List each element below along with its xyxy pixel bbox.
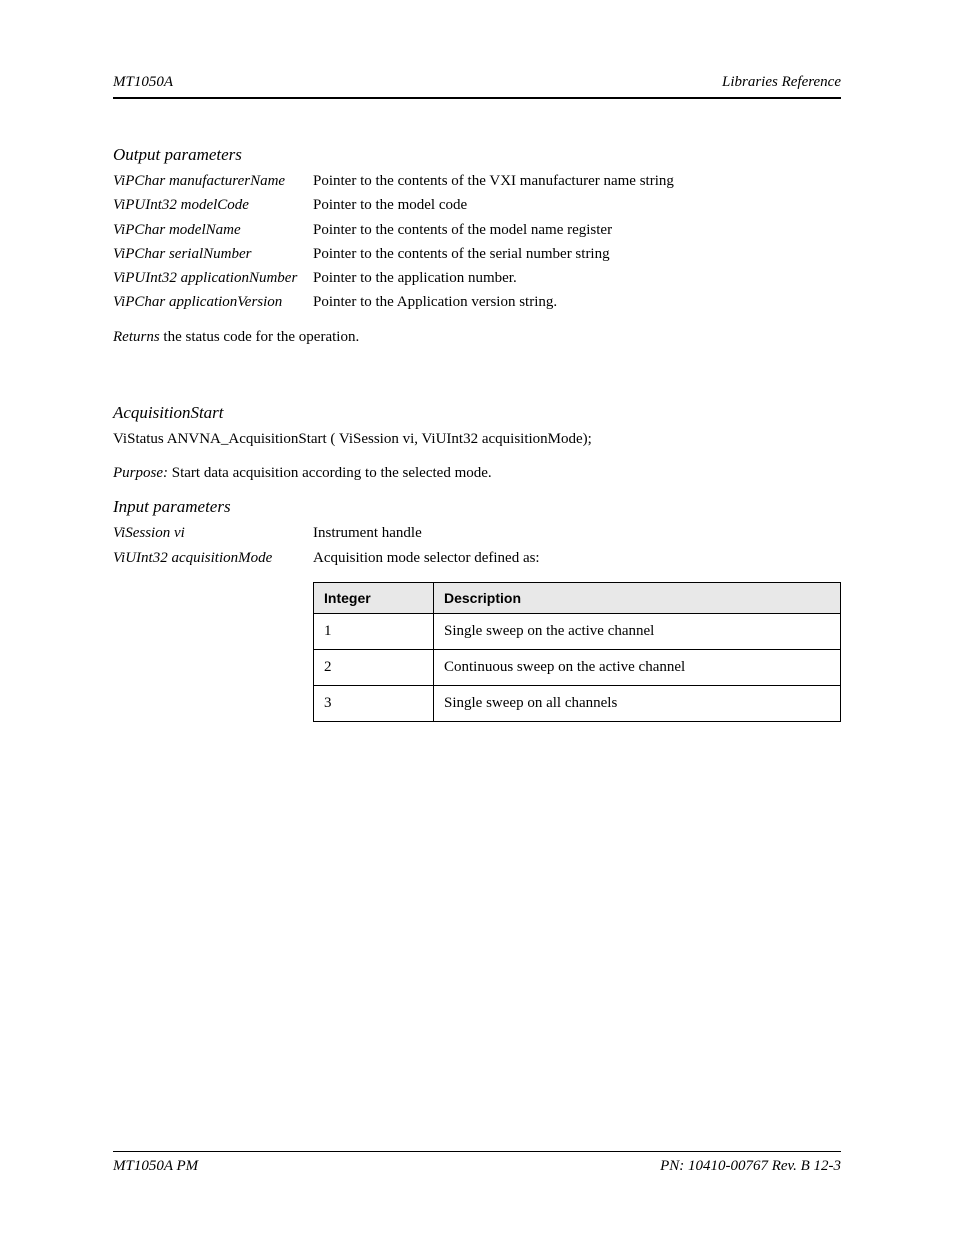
table-cell: 2	[314, 649, 434, 685]
page-footer: MT1050A PM PN: 10410-00767 Rev. B 12-3	[113, 1151, 841, 1175]
param-def: Pointer to the model code	[313, 195, 841, 215]
table-header-row: Integer Description	[314, 582, 841, 613]
purpose-text: Start data acquisition according to the …	[172, 465, 492, 481]
header-rule	[113, 97, 841, 99]
page-header: MT1050A Libraries Reference	[113, 74, 841, 91]
param-def: Pointer to the contents of the VXI manuf…	[313, 171, 841, 191]
param-def: Pointer to the contents of the serial nu…	[313, 244, 841, 264]
param-def: Pointer to the application number.	[313, 268, 841, 288]
param-def: Pointer to the Application version strin…	[313, 292, 841, 312]
input-parameters-label: Input parameters	[113, 497, 841, 517]
footer-rule	[113, 1151, 841, 1152]
table-cell: Continuous sweep on the active channel	[434, 649, 841, 685]
param-def: Pointer to the contents of the model nam…	[313, 220, 841, 240]
param-name: ViPChar manufacturerName	[113, 171, 313, 191]
acquisition-mode-table-wrap: Integer Description 1 Single sweep on th…	[313, 582, 841, 722]
section-spacer	[113, 367, 841, 403]
param-row: ViUInt32 acquisitionMode Acquisition mod…	[113, 548, 841, 568]
table-cell: 1	[314, 613, 434, 649]
param-row: ViSession vi Instrument handle	[113, 523, 841, 543]
param-name: ViPUInt32 modelCode	[113, 195, 313, 215]
footer-right: PN: 10410-00767 Rev. B 12-3	[660, 1158, 841, 1175]
table-cell: Single sweep on all channels	[434, 685, 841, 721]
param-row: ViPUInt32 modelCode Pointer to the model…	[113, 195, 841, 215]
table-cell: Single sweep on the active channel	[434, 613, 841, 649]
prototype-text: ViStatus ANVNA_AcquisitionStart ( ViSess…	[113, 429, 841, 449]
acquisition-mode-table: Integer Description 1 Single sweep on th…	[313, 582, 841, 722]
table-cell: 3	[314, 685, 434, 721]
param-row: ViPChar manufacturerName Pointer to the …	[113, 171, 841, 191]
acquisition-start-title: AcquisitionStart	[113, 403, 841, 423]
purpose-line: Purpose: Start data acquisition accordin…	[113, 463, 841, 483]
param-name: ViSession vi	[113, 523, 313, 543]
returns-text: the status code for the operation.	[163, 329, 359, 345]
param-row: ViPChar applicationVersion Pointer to th…	[113, 292, 841, 312]
param-def: Instrument handle	[313, 523, 841, 543]
header-left: MT1050A	[113, 74, 173, 91]
returns-line-1: Returns the status code for the operatio…	[113, 327, 841, 347]
param-row: ViPChar modelName Pointer to the content…	[113, 220, 841, 240]
output-parameters-label: Output parameters	[113, 145, 841, 165]
param-def: Acquisition mode selector defined as:	[313, 548, 841, 568]
param-name: ViPUInt32 applicationNumber	[113, 268, 313, 288]
output-parameters-list: ViPChar manufacturerName Pointer to the …	[113, 171, 841, 313]
table-header-description: Description	[434, 582, 841, 613]
param-row: ViPUInt32 applicationNumber Pointer to t…	[113, 268, 841, 288]
param-name: ViUInt32 acquisitionMode	[113, 548, 313, 568]
page-container: MT1050A Libraries Reference Output param…	[0, 0, 954, 1235]
param-name: ViPChar serialNumber	[113, 244, 313, 264]
table-row: 2 Continuous sweep on the active channel	[314, 649, 841, 685]
table-row: 1 Single sweep on the active channel	[314, 613, 841, 649]
footer-row: MT1050A PM PN: 10410-00767 Rev. B 12-3	[113, 1158, 841, 1175]
param-name: ViPChar applicationVersion	[113, 292, 313, 312]
param-name: ViPChar modelName	[113, 220, 313, 240]
header-right: Libraries Reference	[722, 74, 841, 91]
returns-label: Returns	[113, 329, 163, 345]
table-header-integer: Integer	[314, 582, 434, 613]
table-row: 3 Single sweep on all channels	[314, 685, 841, 721]
footer-left: MT1050A PM	[113, 1158, 198, 1175]
param-row: ViPChar serialNumber Pointer to the cont…	[113, 244, 841, 264]
purpose-label: Purpose:	[113, 465, 172, 481]
input-parameters-list: ViSession vi Instrument handle ViUInt32 …	[113, 523, 841, 568]
